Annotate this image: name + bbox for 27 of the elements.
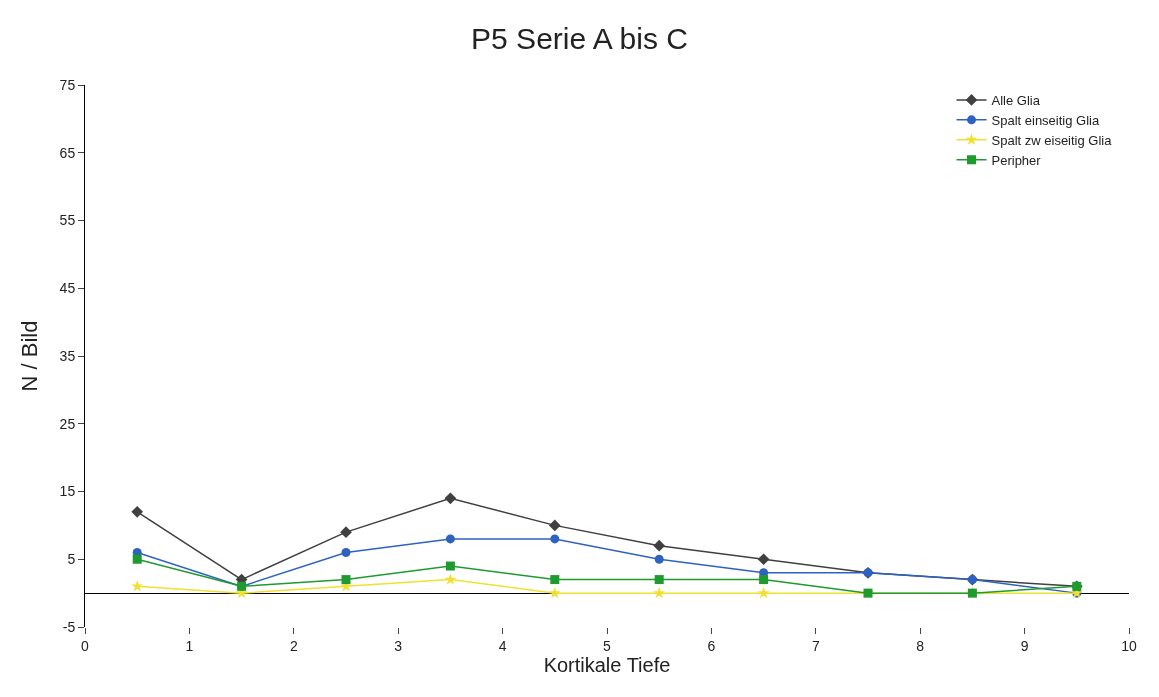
x-tick-label: 1 [185,637,194,654]
x-tick-label: 5 [603,637,612,654]
legend-label: Spalt einseitig Glia [991,112,1100,128]
y-tick-label: 45 [59,280,76,297]
y-tick-label: 55 [59,212,76,229]
x-tick-label: 8 [916,637,925,654]
y-tick-label: 35 [59,347,76,364]
y-tick-label: 5 [67,551,76,568]
legend-label: Peripher [991,152,1042,168]
x-tick-label: 2 [289,637,298,654]
y-tick-label: 65 [59,144,76,161]
x-tick-label: 10 [1121,637,1137,654]
y-tick-label: 75 [59,76,76,93]
x-tick-label: 9 [1020,637,1029,654]
chart-title: P5 Serie A bis C [471,21,688,55]
x-tick-label: 7 [811,637,820,654]
x-axis-title: Kortikale Tiefe [543,654,671,677]
y-tick-label: -5 [62,618,76,635]
legend-label: Alle Glia [991,93,1041,109]
y-tick-label: 25 [59,415,76,432]
y-axis-title: N / Bild [17,320,43,392]
x-tick-label: 4 [498,637,507,654]
legend-label: Spalt zw eiseitig Glia [991,132,1113,148]
x-tick-label: 6 [707,637,716,654]
x-tick-label: 0 [81,637,90,654]
x-tick-label: 3 [394,637,403,654]
y-tick-label: 15 [59,483,76,500]
